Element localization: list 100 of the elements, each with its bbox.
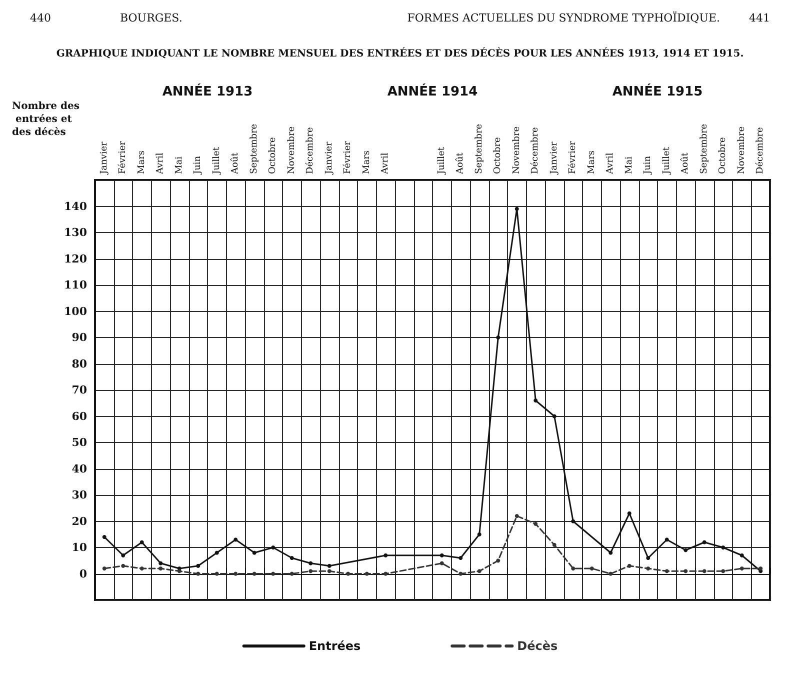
text: 441 <box>749 12 770 24</box>
point <box>234 572 238 576</box>
point <box>196 564 200 568</box>
x-tick-label: Décembre <box>304 127 316 174</box>
point <box>740 566 744 570</box>
point <box>646 566 650 570</box>
point <box>440 561 444 566</box>
x-tick-label: Janvier <box>324 140 334 175</box>
point <box>514 206 519 211</box>
point <box>571 519 576 524</box>
x-tick-label: Juin <box>193 156 204 175</box>
point <box>534 522 538 526</box>
point <box>458 572 463 576</box>
point <box>102 535 106 539</box>
text: FORMES ACTUELLES DU SYNDROME TYPHOÏDIQUE. <box>407 10 720 24</box>
x-tick-label: Février <box>342 140 354 174</box>
x-tick-label: Septembre <box>474 124 484 174</box>
x-tick-label: Août <box>230 152 241 175</box>
x-tick-label: Octobre <box>268 137 278 174</box>
point <box>140 540 144 544</box>
point <box>721 569 726 574</box>
y-tick-label: 130 <box>64 226 88 239</box>
y-tick-label: 30 <box>72 488 88 502</box>
x-tick-label: Janvier <box>99 140 110 175</box>
point <box>121 564 126 568</box>
point <box>440 553 444 558</box>
text: ANNÉE 1914 <box>387 82 478 100</box>
point <box>458 556 463 560</box>
y-tick-label: 20 <box>72 514 88 528</box>
y-tick-label: 80 <box>72 357 88 370</box>
point <box>214 550 219 555</box>
point <box>102 566 106 570</box>
x-tick-label: Septembre <box>249 124 260 174</box>
point <box>552 542 556 547</box>
point <box>271 572 276 576</box>
x-tick-label: Mars <box>136 150 147 174</box>
x-tick-label: Août <box>454 152 466 175</box>
point <box>477 532 482 536</box>
point <box>590 566 594 570</box>
point <box>646 556 650 560</box>
x-tick-label: Décembre <box>754 127 766 174</box>
point <box>721 546 726 550</box>
x-tick-label: Juillet <box>212 146 222 175</box>
point <box>608 572 613 576</box>
point <box>664 569 669 574</box>
point <box>308 569 313 574</box>
y-tick-label: 10 <box>72 541 88 554</box>
point <box>271 546 276 550</box>
x-tick-label: Janvier <box>549 140 560 175</box>
y-tick-label: 110 <box>64 278 88 292</box>
point <box>684 548 688 552</box>
point <box>252 572 256 576</box>
point <box>140 566 144 570</box>
x-tick-label: Mai <box>624 156 634 174</box>
x-tick-label: Septembre <box>699 124 710 174</box>
x-tick-label: Juillet <box>436 146 447 175</box>
text: ANNÉE 1915 <box>612 82 703 100</box>
y-axis-title: Nombre des entrées et des décès <box>12 101 80 138</box>
point <box>552 414 556 418</box>
x-tick-label: Août <box>680 152 691 175</box>
point <box>702 569 706 574</box>
point <box>496 336 500 340</box>
point <box>158 561 163 566</box>
point <box>740 553 744 558</box>
point <box>627 564 632 568</box>
y-tick-label: 50 <box>72 436 88 449</box>
point <box>158 566 163 570</box>
point <box>346 572 350 576</box>
point <box>308 561 313 566</box>
y-tick-label: 40 <box>72 462 88 476</box>
point <box>234 538 238 542</box>
point <box>196 572 200 576</box>
point <box>514 514 519 518</box>
point <box>627 511 632 516</box>
point <box>534 398 538 402</box>
x-tick-label: Novembre <box>512 126 522 174</box>
point <box>702 540 706 544</box>
point <box>290 556 294 560</box>
x-tick-label: Avril <box>380 152 391 175</box>
point <box>121 553 126 558</box>
point <box>214 572 219 576</box>
point <box>664 538 669 542</box>
x-tick-label: Décembre <box>530 127 541 174</box>
x-tick-label: Mars <box>586 150 597 174</box>
point <box>477 569 482 574</box>
y-tick-label: 0 <box>79 567 88 580</box>
x-tick-label: Novembre <box>286 126 297 174</box>
legend-label: Décès <box>517 639 558 653</box>
y-tick-label: 70 <box>72 384 88 396</box>
x-tick-label: Juillet <box>662 146 672 175</box>
text: 440 <box>30 12 51 24</box>
y-tick-label: 60 <box>72 410 88 423</box>
y-tick-label: 100 <box>64 304 88 318</box>
x-tick-label: Octobre <box>493 137 504 174</box>
point <box>758 566 763 570</box>
chart-title: GRAPHIQUE INDIQUANT LE NOMBRE MENSUEL DES ENTRÉES ET DES DÉCÈS POUR LES ANNÉES 1913, 1914 ET 1915. <box>56 46 744 60</box>
point <box>496 558 500 563</box>
point <box>252 550 256 555</box>
point <box>364 572 369 576</box>
point <box>327 564 332 568</box>
